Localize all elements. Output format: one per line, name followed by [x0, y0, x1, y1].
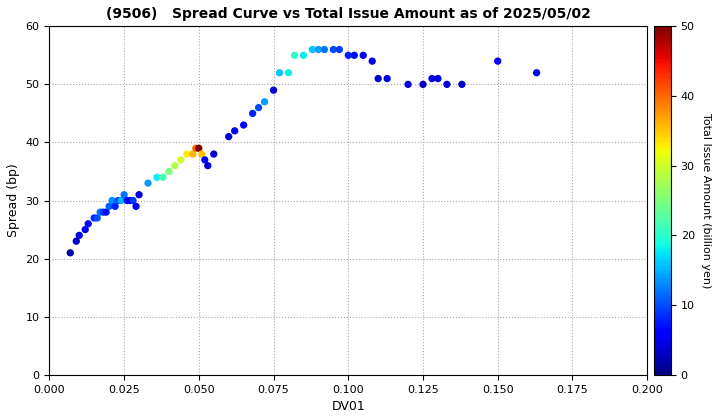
Point: [426, 75, 438, 82]
Point: [202, 162, 214, 169]
Point: [169, 162, 181, 169]
Point: [73, 232, 85, 239]
Point: [283, 69, 294, 76]
Point: [79, 226, 91, 233]
Point: [151, 174, 163, 181]
Point: [65, 249, 76, 256]
Point: [297, 52, 309, 59]
Point: [343, 52, 354, 59]
Y-axis label: Total Issue Amount (billion yen): Total Issue Amount (billion yen): [701, 113, 711, 288]
Point: [130, 203, 142, 210]
Point: [274, 69, 285, 76]
Point: [83, 220, 94, 227]
Point: [133, 192, 145, 198]
Point: [372, 75, 384, 82]
Point: [89, 215, 100, 221]
Point: [107, 197, 118, 204]
Point: [181, 151, 193, 158]
Point: [312, 46, 324, 53]
Point: [333, 46, 345, 53]
Point: [175, 157, 186, 163]
Point: [71, 238, 82, 244]
Point: [115, 197, 127, 204]
Point: [125, 197, 136, 204]
Point: [193, 145, 204, 152]
Point: [223, 133, 235, 140]
Point: [109, 203, 121, 210]
Point: [441, 81, 453, 88]
Point: [100, 209, 112, 215]
Point: [112, 197, 124, 204]
X-axis label: DV01: DV01: [331, 400, 365, 413]
Point: [229, 127, 240, 134]
Point: [121, 197, 132, 204]
Point: [366, 58, 378, 65]
Point: [143, 180, 154, 186]
Point: [382, 75, 393, 82]
Point: [208, 151, 220, 158]
Point: [328, 46, 339, 53]
Point: [492, 58, 503, 65]
Point: [531, 69, 542, 76]
Point: [196, 151, 207, 158]
Point: [94, 209, 106, 215]
Title: (9506)   Spread Curve vs Total Issue Amount as of 2025/05/02: (9506) Spread Curve vs Total Issue Amoun…: [106, 7, 590, 21]
Point: [289, 52, 300, 59]
Point: [163, 168, 175, 175]
Point: [199, 157, 210, 163]
Point: [319, 46, 330, 53]
Y-axis label: Spread (bp): Spread (bp): [7, 164, 20, 237]
Point: [104, 203, 115, 210]
Point: [258, 98, 270, 105]
Point: [402, 81, 414, 88]
Point: [247, 110, 258, 117]
Point: [456, 81, 468, 88]
Point: [357, 52, 369, 59]
Point: [157, 174, 168, 181]
Point: [348, 52, 360, 59]
Point: [127, 197, 139, 204]
Point: [418, 81, 429, 88]
Point: [253, 104, 264, 111]
Point: [97, 209, 109, 215]
Point: [238, 122, 249, 129]
Point: [187, 151, 199, 158]
Point: [190, 145, 202, 152]
Point: [268, 87, 279, 94]
Point: [118, 192, 130, 198]
Point: [91, 215, 103, 221]
Point: [307, 46, 318, 53]
Point: [432, 75, 444, 82]
